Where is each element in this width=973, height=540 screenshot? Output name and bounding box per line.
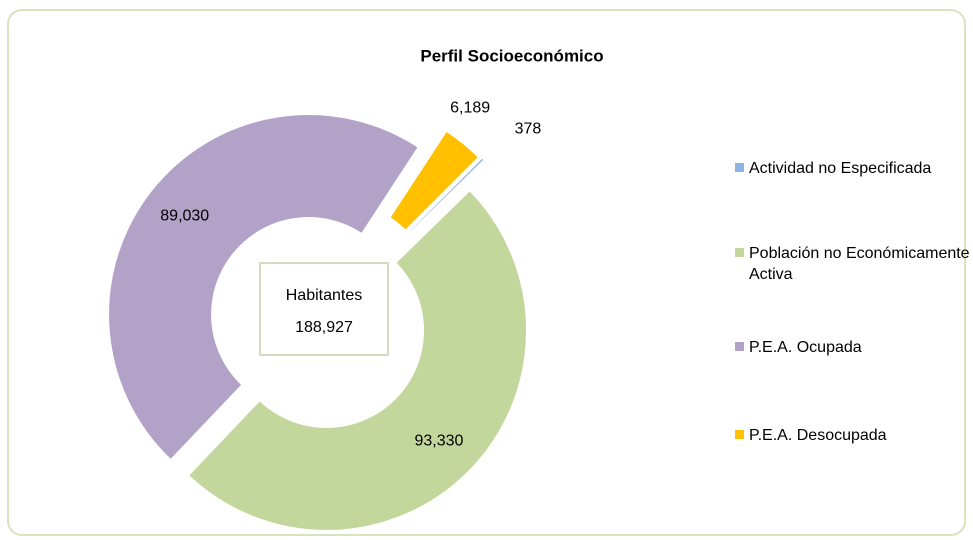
legend-item: P.E.A. Desocupada <box>735 425 973 446</box>
legend-item: Actividad no Especificada <box>735 158 973 179</box>
donut-slice <box>389 130 480 231</box>
legend-label: Población no Económicamente Activa <box>749 245 970 283</box>
legend-label: P.E.A. Ocupada <box>749 339 862 356</box>
legend-swatch <box>735 430 744 439</box>
center-box <box>259 262 389 356</box>
legend-label: P.E.A. Desocupada <box>749 427 887 444</box>
data-label: 6,189 <box>450 100 490 117</box>
legend-label: Actividad no Especificada <box>749 160 932 177</box>
data-label: 89,030 <box>160 208 209 225</box>
data-label: 93,330 <box>414 433 463 450</box>
legend-swatch <box>735 163 744 172</box>
legend-item: P.E.A. Ocupada <box>735 337 973 358</box>
legend-swatch <box>735 342 744 351</box>
legend-swatch <box>735 248 744 257</box>
center-value: 188,927 <box>295 319 353 336</box>
chart-title: Perfil Socioeconómico <box>420 46 603 65</box>
legend-item: Población no Económicamente Activa <box>735 243 973 285</box>
donut-slice <box>408 157 485 233</box>
donut-slice <box>108 114 419 461</box>
data-label: 378 <box>515 121 542 138</box>
donut <box>108 114 528 531</box>
center-label: Habitantes <box>286 287 363 304</box>
donut-slice <box>188 190 528 531</box>
